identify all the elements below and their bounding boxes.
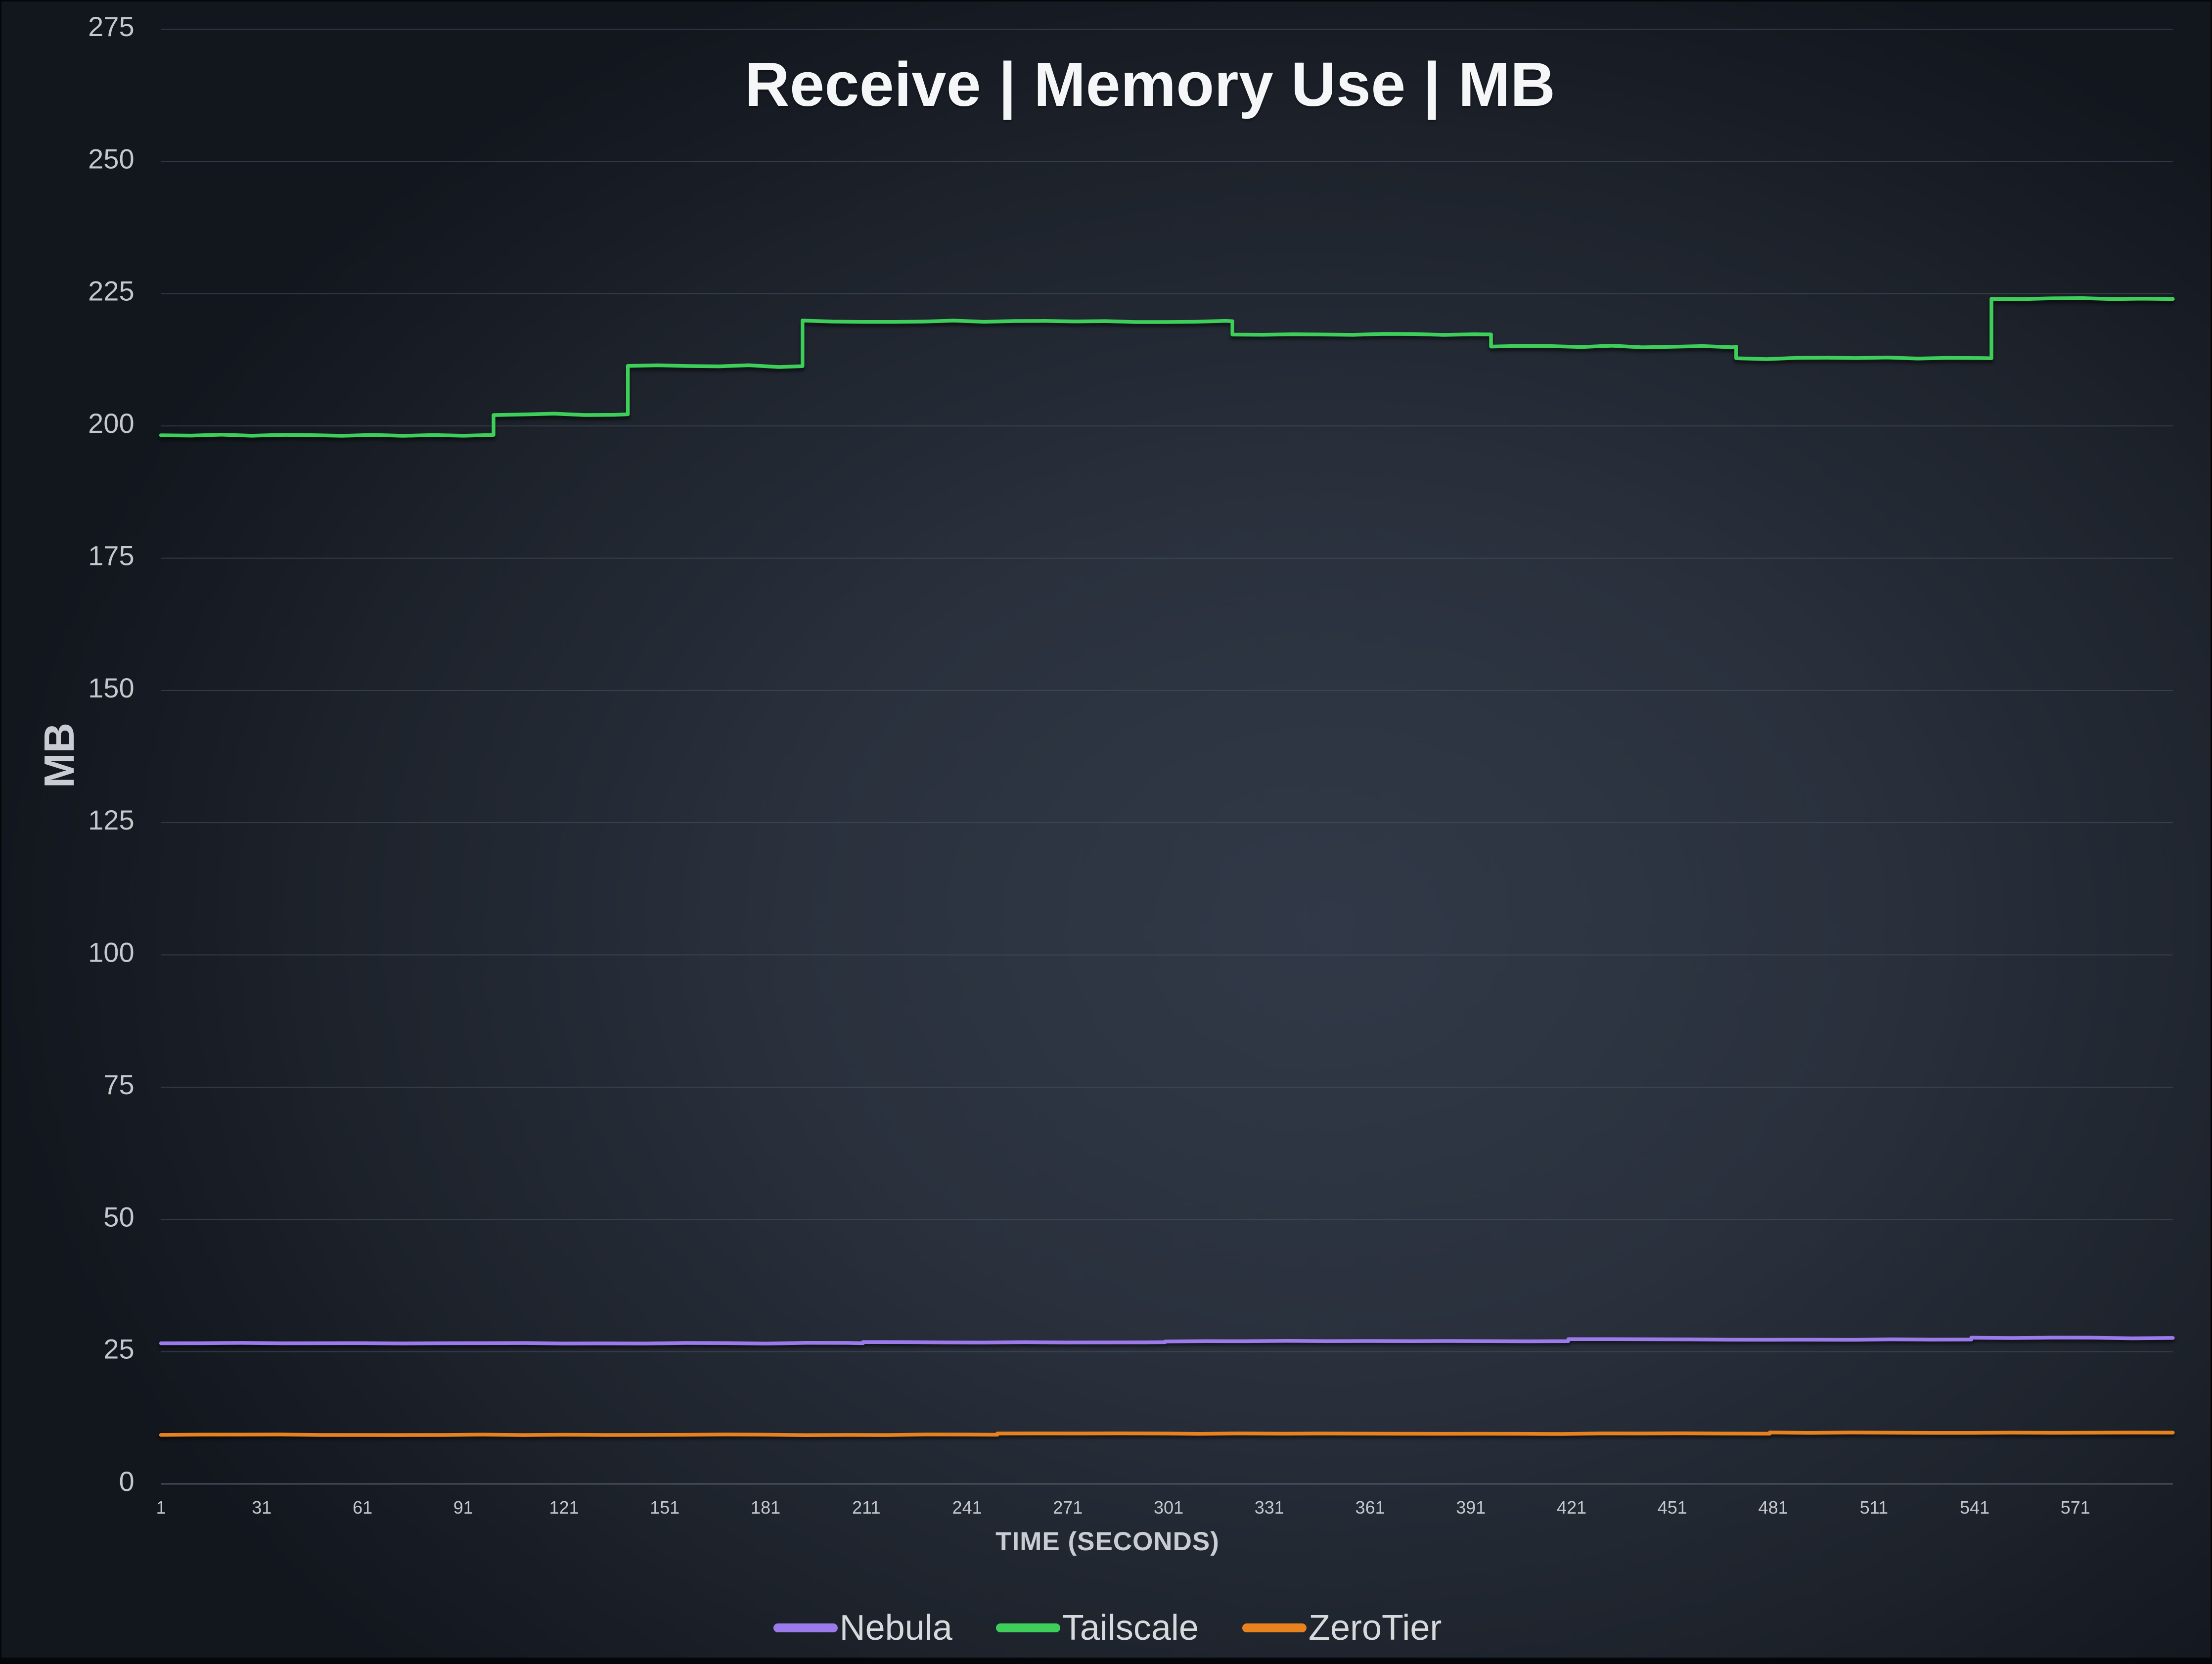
svg-text:250: 250 xyxy=(88,143,134,174)
svg-text:541: 541 xyxy=(1960,1497,1989,1518)
svg-text:31: 31 xyxy=(252,1497,271,1518)
svg-text:125: 125 xyxy=(88,804,134,835)
svg-text:275: 275 xyxy=(88,11,134,42)
svg-text:571: 571 xyxy=(2061,1497,2090,1518)
svg-text:100: 100 xyxy=(88,937,134,968)
svg-text:225: 225 xyxy=(88,276,134,307)
svg-text:331: 331 xyxy=(1255,1497,1284,1518)
svg-text:421: 421 xyxy=(1557,1497,1586,1518)
svg-text:271: 271 xyxy=(1053,1497,1083,1518)
svg-text:391: 391 xyxy=(1456,1497,1486,1518)
svg-text:151: 151 xyxy=(650,1497,679,1518)
svg-text:511: 511 xyxy=(1860,1497,1888,1518)
svg-text:121: 121 xyxy=(549,1497,579,1518)
svg-text:175: 175 xyxy=(88,540,134,571)
svg-text:301: 301 xyxy=(1154,1497,1183,1518)
svg-text:241: 241 xyxy=(952,1497,982,1518)
svg-text:50: 50 xyxy=(103,1201,134,1232)
svg-text:150: 150 xyxy=(88,672,134,703)
svg-text:0: 0 xyxy=(119,1466,134,1497)
svg-text:91: 91 xyxy=(453,1497,473,1518)
svg-text:481: 481 xyxy=(1759,1497,1788,1518)
svg-text:200: 200 xyxy=(88,408,134,439)
svg-text:75: 75 xyxy=(103,1069,134,1100)
svg-text:25: 25 xyxy=(103,1334,134,1365)
svg-text:1: 1 xyxy=(156,1497,166,1518)
svg-text:211: 211 xyxy=(852,1497,880,1518)
svg-text:61: 61 xyxy=(353,1497,372,1518)
svg-text:361: 361 xyxy=(1355,1497,1385,1518)
svg-text:181: 181 xyxy=(751,1497,780,1518)
svg-text:451: 451 xyxy=(1658,1497,1687,1518)
